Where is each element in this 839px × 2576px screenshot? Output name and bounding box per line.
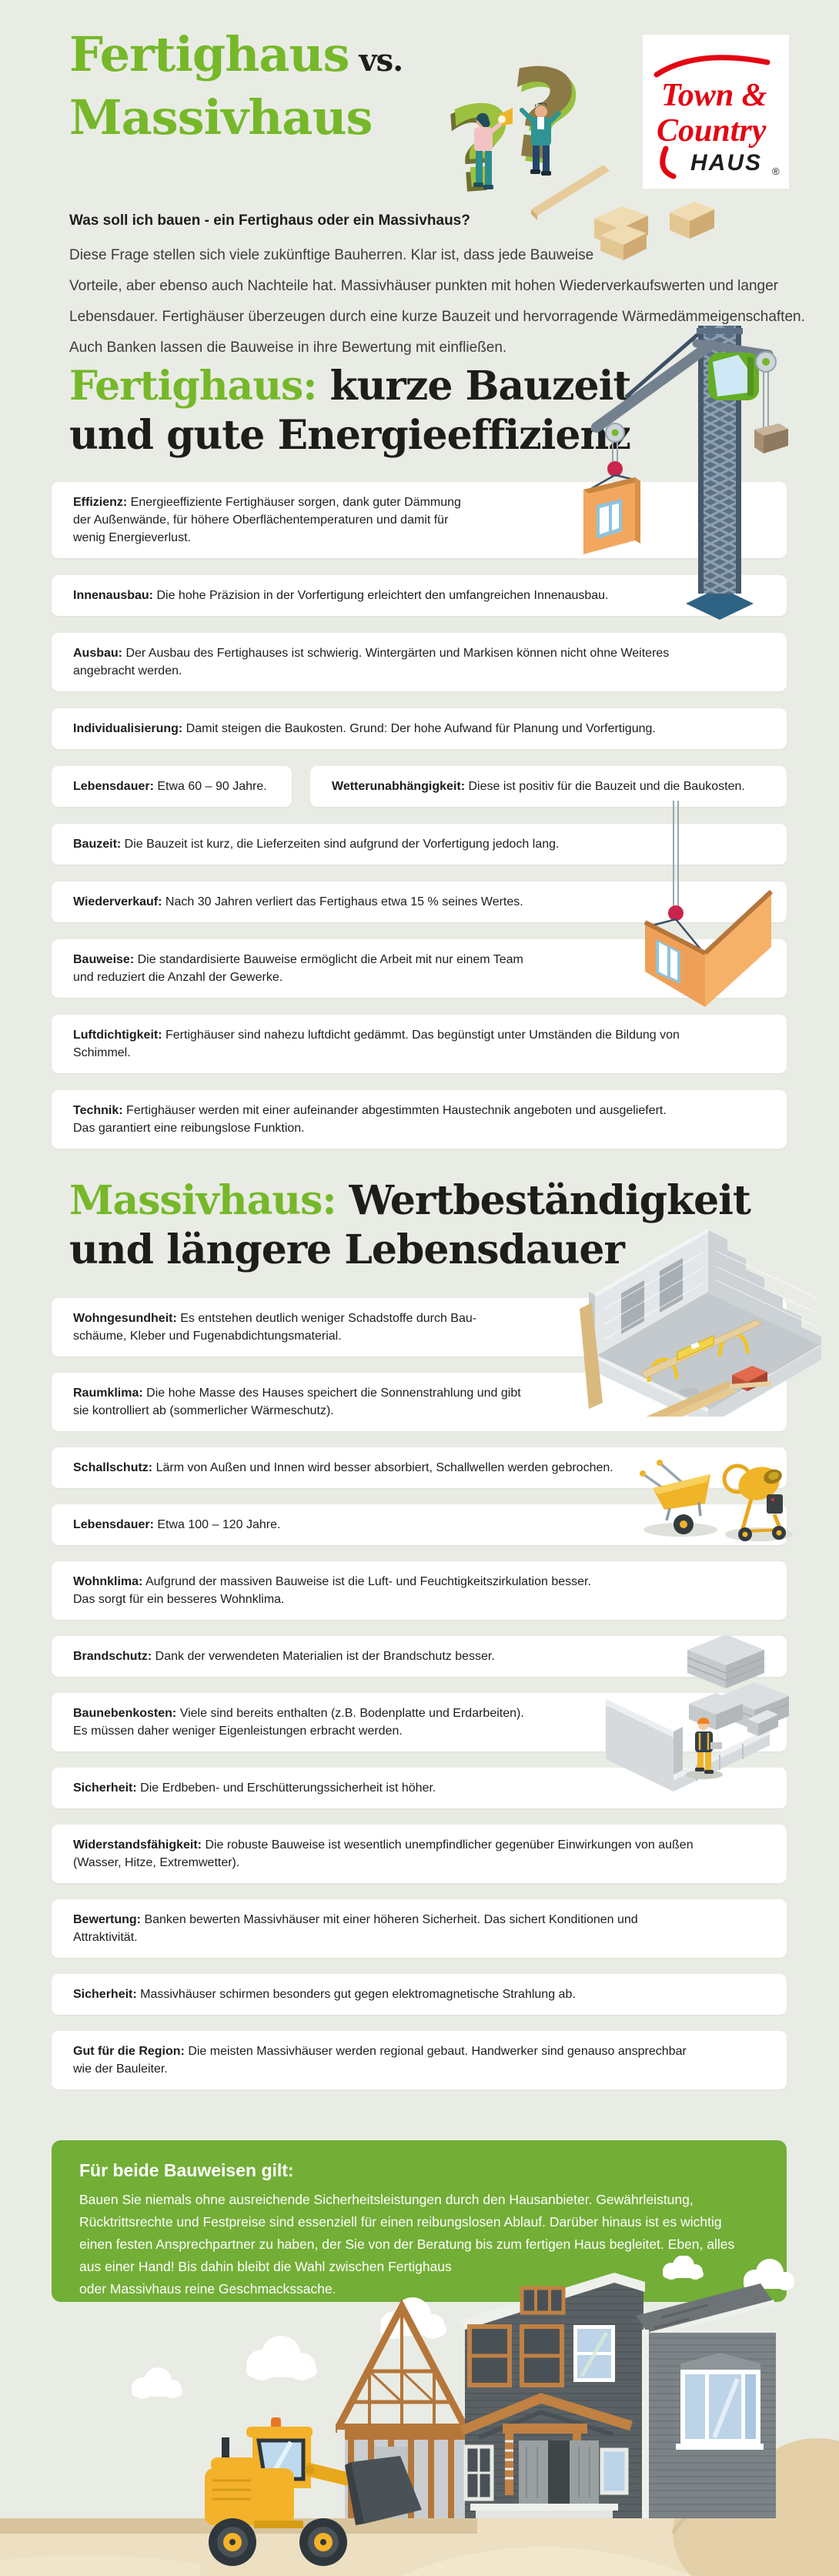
hanging-wall-illustration	[643, 801, 774, 1007]
card-text: Der Ausbau des Fertighauses ist schwieri…	[73, 647, 670, 677]
svg-text:®: ®	[772, 166, 780, 177]
card-text: Die hohe Präzision in der Vorfertigung e…	[153, 589, 609, 602]
info-card: Sicherheit: Massivhäuser schirmen besond…	[52, 1974, 787, 2015]
page-title: Fertighaus vs. Massivhaus	[69, 26, 403, 146]
info-card: Wetterunabhängigkeit: Diese ist positiv …	[310, 766, 787, 807]
card-text: Viele sind bereits enthalten (z.B. Boden…	[73, 1707, 524, 1738]
info-card: Luftdichtigkeit: Fertighäuser sind nahez…	[52, 1015, 787, 1073]
svg-text:HAUS: HAUS	[690, 150, 762, 176]
card-label: Wetterunabhängigkeit:	[332, 780, 466, 793]
title-word-massivhaus: Massivhaus	[69, 89, 373, 146]
fertighaus-card-list: Effizienz: Energieeffiziente Fertighäuse…	[52, 482, 787, 1149]
mason-worker	[686, 1718, 723, 1779]
wood-block-group	[594, 202, 714, 260]
info-card: Effizienz: Energieeffiziente Fertighäuse…	[52, 482, 787, 558]
card-text: Aufgrund der massiven Bauweise ist die L…	[73, 1575, 591, 1606]
wheel-loader	[205, 2417, 422, 2566]
svg-text:Town &: Town &	[661, 78, 767, 113]
title-word-fertighaus: Fertighaus	[69, 26, 350, 82]
card-text: Nach 30 Jahren verliert das Fertighaus e…	[162, 895, 523, 908]
card-text: Die hohe Masse des Hauses speichert die …	[73, 1387, 521, 1417]
wheelbarrow-mixer-illustration	[640, 1460, 793, 1541]
info-card: Bauzeit: Die Bauzeit ist kurz, die Liefe…	[52, 824, 787, 865]
card-label: Bauzeit:	[73, 838, 122, 851]
card-label: Lebensdauer:	[73, 1518, 154, 1531]
card-text: Etwa 60 – 90 Jahre.	[153, 780, 267, 793]
card-text: Fertighäuser werden mit einer aufeinande…	[73, 1104, 667, 1135]
card-text: Diese ist positiv für die Bauzeit und di…	[465, 780, 745, 793]
card-text: Massivhäuser schirmen besonders gut gege…	[136, 1988, 576, 2001]
card-text: Dank der verwendeten Materialien ist der…	[152, 1650, 495, 1663]
question-mark-illustration: ? ? ? ?	[441, 65, 590, 212]
card-label: Luftdichtigkeit:	[73, 1029, 162, 1042]
card-label: Individualisierung:	[73, 722, 183, 735]
brick-house-illustration	[580, 1228, 821, 1417]
card-label: Baunebenkosten:	[73, 1707, 177, 1720]
gray-house	[459, 2273, 776, 2518]
slab-stacks	[687, 1634, 790, 1730]
card-label: Bewertung:	[73, 1913, 141, 1926]
card-label: Effizienz:	[73, 496, 128, 509]
card-label: Technik:	[73, 1104, 123, 1117]
card-text: Banken bewerten Massivhäuser mit einer h…	[73, 1913, 638, 1944]
notice-title: Für beide Bauweisen gilt:	[79, 2160, 294, 2180]
card-text: Es entstehen deutlich weniger Schadstoff…	[73, 1312, 477, 1343]
slabs-worker-illustration	[606, 1634, 790, 1791]
info-card: Bewertung: Banken bewerten Massivhäuser …	[52, 1899, 787, 1958]
card-label: Sicherheit:	[73, 1781, 137, 1795]
massivhaus-card-list: Wohngesundheit: Es entstehen deutlich we…	[52, 1298, 787, 2089]
info-card: Individualisierung: Damit steigen die Ba…	[52, 708, 787, 749]
info-card: Schallschutz: Lärm von Außen und Innen w…	[52, 1447, 787, 1488]
card-text: Lärm von Außen und Innen wird besser abs…	[152, 1461, 613, 1474]
card-text: Etwa 100 – 120 Jahre.	[153, 1518, 281, 1531]
card-label: Brandschutz:	[73, 1650, 152, 1663]
info-card: Widerstandsfähigkeit: Die robuste Bauwei…	[52, 1825, 787, 1883]
intro-question: Was soll ich bauen - ein Fertighaus oder…	[69, 212, 470, 229]
card-text: Die Erdbeben- und Erschütterungssicherhe…	[136, 1781, 436, 1795]
man-figure	[520, 102, 561, 176]
info-card: Ausbau: Der Ausbau des Fertighauses ist …	[52, 633, 787, 691]
card-text: Damit steigen die Baukosten. Grund: Der …	[182, 722, 656, 735]
card-text: Fertighäuser sind nahezu luftdicht gedäm…	[73, 1029, 680, 1059]
intro-paragraph: Diese Frage stellen sich viele zukünftig…	[69, 247, 805, 356]
notice-text: Bauen Sie niemals ohne ausreichende Sich…	[79, 2192, 735, 2297]
card-label: Sicherheit:	[73, 1988, 137, 2001]
card-text: Die meisten Massivhäuser werden regional…	[73, 2045, 687, 2076]
town-country-logo-icon: Town & Country HAUS ®	[653, 55, 780, 179]
card-label: Innenausbau:	[73, 589, 154, 602]
card-text: Die robuste Bauweise ist wesentlich unem…	[73, 1838, 694, 1869]
card-label: Wiederverkauf:	[73, 895, 162, 908]
info-card: Wiederverkauf: Nach 30 Jahren verliert d…	[52, 882, 787, 922]
info-card: Gut für die Region: Die meisten Massivhä…	[52, 2031, 787, 2089]
card-label: Raumklima:	[73, 1387, 143, 1400]
info-card: Technik: Fertighäuser werden mit einer a…	[52, 1090, 787, 1149]
woman-figure	[473, 108, 513, 189]
info-card: Brandschutz: Dank der verwendeten Materi…	[52, 1636, 787, 1677]
card-text: Die standardisierte Bauweise ermöglicht …	[73, 953, 523, 984]
card-label: Wohnklima:	[73, 1575, 143, 1588]
card-label: Schallschutz:	[73, 1461, 153, 1474]
info-card: Wohnklima: Aufgrund der massiven Bauweis…	[52, 1561, 787, 1620]
title-vs: vs.	[349, 42, 403, 79]
brand-logo: Town & Country HAUS ®	[643, 35, 789, 189]
card-label: Ausbau:	[73, 647, 122, 660]
card-label: Widerstandsfähigkeit:	[73, 1838, 202, 1852]
card-label: Bauweise:	[73, 953, 135, 966]
card-text: Die Bauzeit ist kurz, die Lieferzeiten s…	[121, 838, 560, 851]
card-text: Energieeffiziente Fertighäuser sorgen, d…	[73, 496, 461, 544]
info-card: Innenausbau: Die hohe Präzision in der V…	[52, 575, 787, 616]
card-row: Lebensdauer: Etwa 60 – 90 Jahre. Wetterun…	[52, 766, 787, 807]
card-label: Lebensdauer:	[73, 780, 154, 793]
card-label: Wohngesundheit:	[73, 1312, 177, 1325]
card-label: Gut für die Region:	[73, 2045, 185, 2058]
crane-illustration	[583, 326, 788, 620]
wood-planks-illustration	[531, 165, 714, 260]
construction-site-illustration	[0, 2256, 839, 2576]
fertighaus-section-title: Fertighaus: kurze Bauzeit und gute Energ…	[69, 363, 631, 459]
massivhaus-section-title: Massivhaus: Wertbeständigkeit und länger…	[69, 1177, 751, 1273]
info-card: Lebensdauer: Etwa 60 – 90 Jahre.	[52, 766, 292, 807]
svg-text:Country: Country	[657, 113, 767, 149]
